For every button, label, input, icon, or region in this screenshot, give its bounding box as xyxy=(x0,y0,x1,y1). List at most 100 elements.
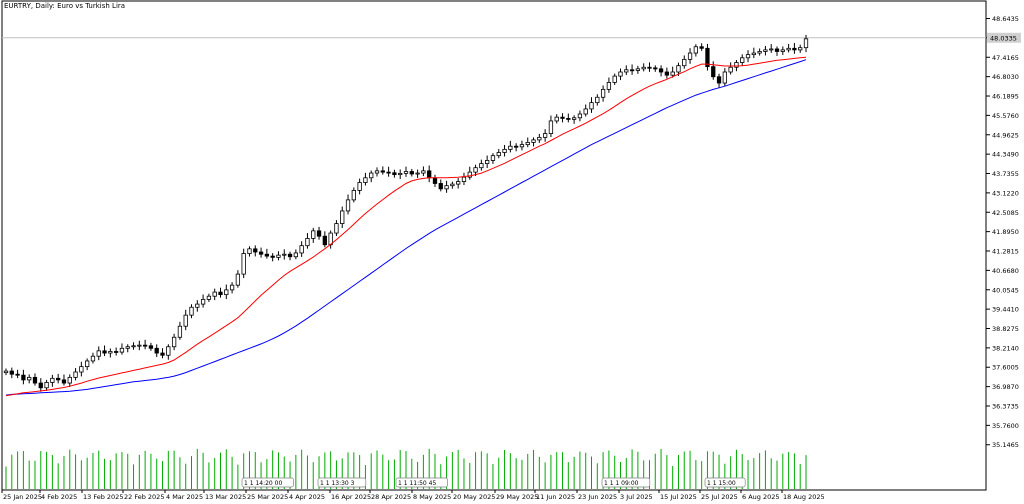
candle-body xyxy=(479,163,484,169)
event-marker xyxy=(704,477,746,488)
candle-body xyxy=(247,248,252,254)
x-tick-label: 29 May 2025 xyxy=(496,493,538,501)
candle-body xyxy=(85,360,90,368)
y-tick-label: 46.1895 xyxy=(992,93,1019,101)
y-tick-label: 41.8950 xyxy=(992,228,1019,236)
candle-body xyxy=(496,152,501,157)
candle-body xyxy=(473,167,478,173)
candle-body xyxy=(276,254,281,258)
candle-body xyxy=(467,171,472,178)
candle-body xyxy=(508,145,513,150)
y-tick-label: 42.5085 xyxy=(992,209,1019,217)
candle-body xyxy=(734,62,739,68)
candle-body xyxy=(653,67,658,70)
y-tick-label: 43.1220 xyxy=(992,189,1019,197)
candle-body xyxy=(537,136,542,141)
x-tick-label: 11 Jun 2025 xyxy=(536,493,575,501)
candle-body xyxy=(125,346,130,349)
candle-body xyxy=(166,346,171,356)
candle-body xyxy=(293,252,298,258)
candle-body xyxy=(693,46,698,54)
x-tick-label: 3 Jul 2025 xyxy=(620,493,653,501)
candle-body xyxy=(525,142,530,146)
candle-body xyxy=(566,118,571,120)
candle-body xyxy=(763,49,768,52)
candle-body xyxy=(612,75,617,83)
y-tick-label: 39.4410 xyxy=(992,306,1019,314)
candle-body xyxy=(554,116,559,122)
candle-body xyxy=(676,65,681,73)
candle-body xyxy=(624,69,629,73)
x-tick-label: 13 Mar 2025 xyxy=(205,493,246,501)
candle-body xyxy=(444,185,449,190)
y-tick-label: 35.7600 xyxy=(992,422,1019,430)
candle-body xyxy=(699,46,704,49)
candle-body xyxy=(803,38,809,49)
candle-body xyxy=(177,325,183,338)
candle-body xyxy=(792,47,797,51)
candle-body xyxy=(154,347,159,354)
event-marker-label: 1 1 15:00 xyxy=(707,480,736,487)
y-tick-label: 37.6005 xyxy=(992,364,1019,372)
candle-body xyxy=(270,255,275,258)
y-tick-label: 45.5760 xyxy=(992,112,1019,120)
candle-body xyxy=(490,155,496,161)
candle-body xyxy=(206,295,212,300)
candle-body xyxy=(56,377,61,381)
y-tick-label: 48.6435 xyxy=(992,15,1019,23)
candle-body xyxy=(386,171,391,174)
candle-body xyxy=(253,248,258,253)
chart-title: EURTRY, Daily: Euro vs Turkish Lira xyxy=(4,2,126,10)
candle-body xyxy=(102,350,107,354)
x-tick-label: 22 Feb 2025 xyxy=(124,493,164,501)
candle-body xyxy=(786,47,791,51)
y-tick-label: 43.7355 xyxy=(992,170,1019,178)
current-price-box xyxy=(987,32,1021,43)
candle-body xyxy=(635,68,641,71)
x-tick-label: 4 Apr 2025 xyxy=(289,493,325,501)
candle-body xyxy=(798,47,803,51)
candle-body xyxy=(218,291,223,296)
candle-body xyxy=(195,303,200,308)
candle-body xyxy=(740,57,745,63)
candle-body xyxy=(629,69,635,72)
candle-body xyxy=(61,379,67,384)
event-marker xyxy=(601,477,651,488)
candle-body xyxy=(299,245,304,254)
candle-body xyxy=(316,230,322,237)
x-tick-label: 6 Aug 2025 xyxy=(742,493,780,501)
candle-body xyxy=(357,182,362,191)
candle-body xyxy=(3,370,9,374)
candle-body xyxy=(705,47,710,68)
candle-body xyxy=(142,344,148,347)
candle-body xyxy=(687,52,693,60)
candle-body xyxy=(287,253,293,258)
candle-body xyxy=(282,253,287,256)
candle-body xyxy=(577,113,583,119)
y-tick-label: 40.6680 xyxy=(992,267,1019,275)
event-marker-label: 1 1 14:20 00 xyxy=(244,480,282,487)
y-tick-label: 44.3490 xyxy=(992,151,1019,159)
candle-body xyxy=(514,145,519,148)
candle-body xyxy=(183,314,188,327)
candle-body xyxy=(369,172,374,179)
candle-body xyxy=(398,172,403,176)
candle-body xyxy=(647,66,652,69)
candle-body xyxy=(461,176,467,182)
candle-body xyxy=(716,76,722,84)
candle-body xyxy=(351,190,356,201)
candle-body xyxy=(571,117,577,120)
candle-body xyxy=(322,235,327,246)
candle-body xyxy=(780,49,785,52)
candle-body xyxy=(264,253,270,257)
y-tick-label: 47.4165 xyxy=(992,54,1019,62)
x-tick-label: 25 Jan 2025 xyxy=(3,493,42,501)
candle-body xyxy=(73,371,78,378)
candle-body xyxy=(189,306,194,316)
candle-body xyxy=(90,355,96,362)
candle-body xyxy=(403,171,409,174)
candle-body xyxy=(96,350,101,357)
candle-body xyxy=(340,210,345,224)
